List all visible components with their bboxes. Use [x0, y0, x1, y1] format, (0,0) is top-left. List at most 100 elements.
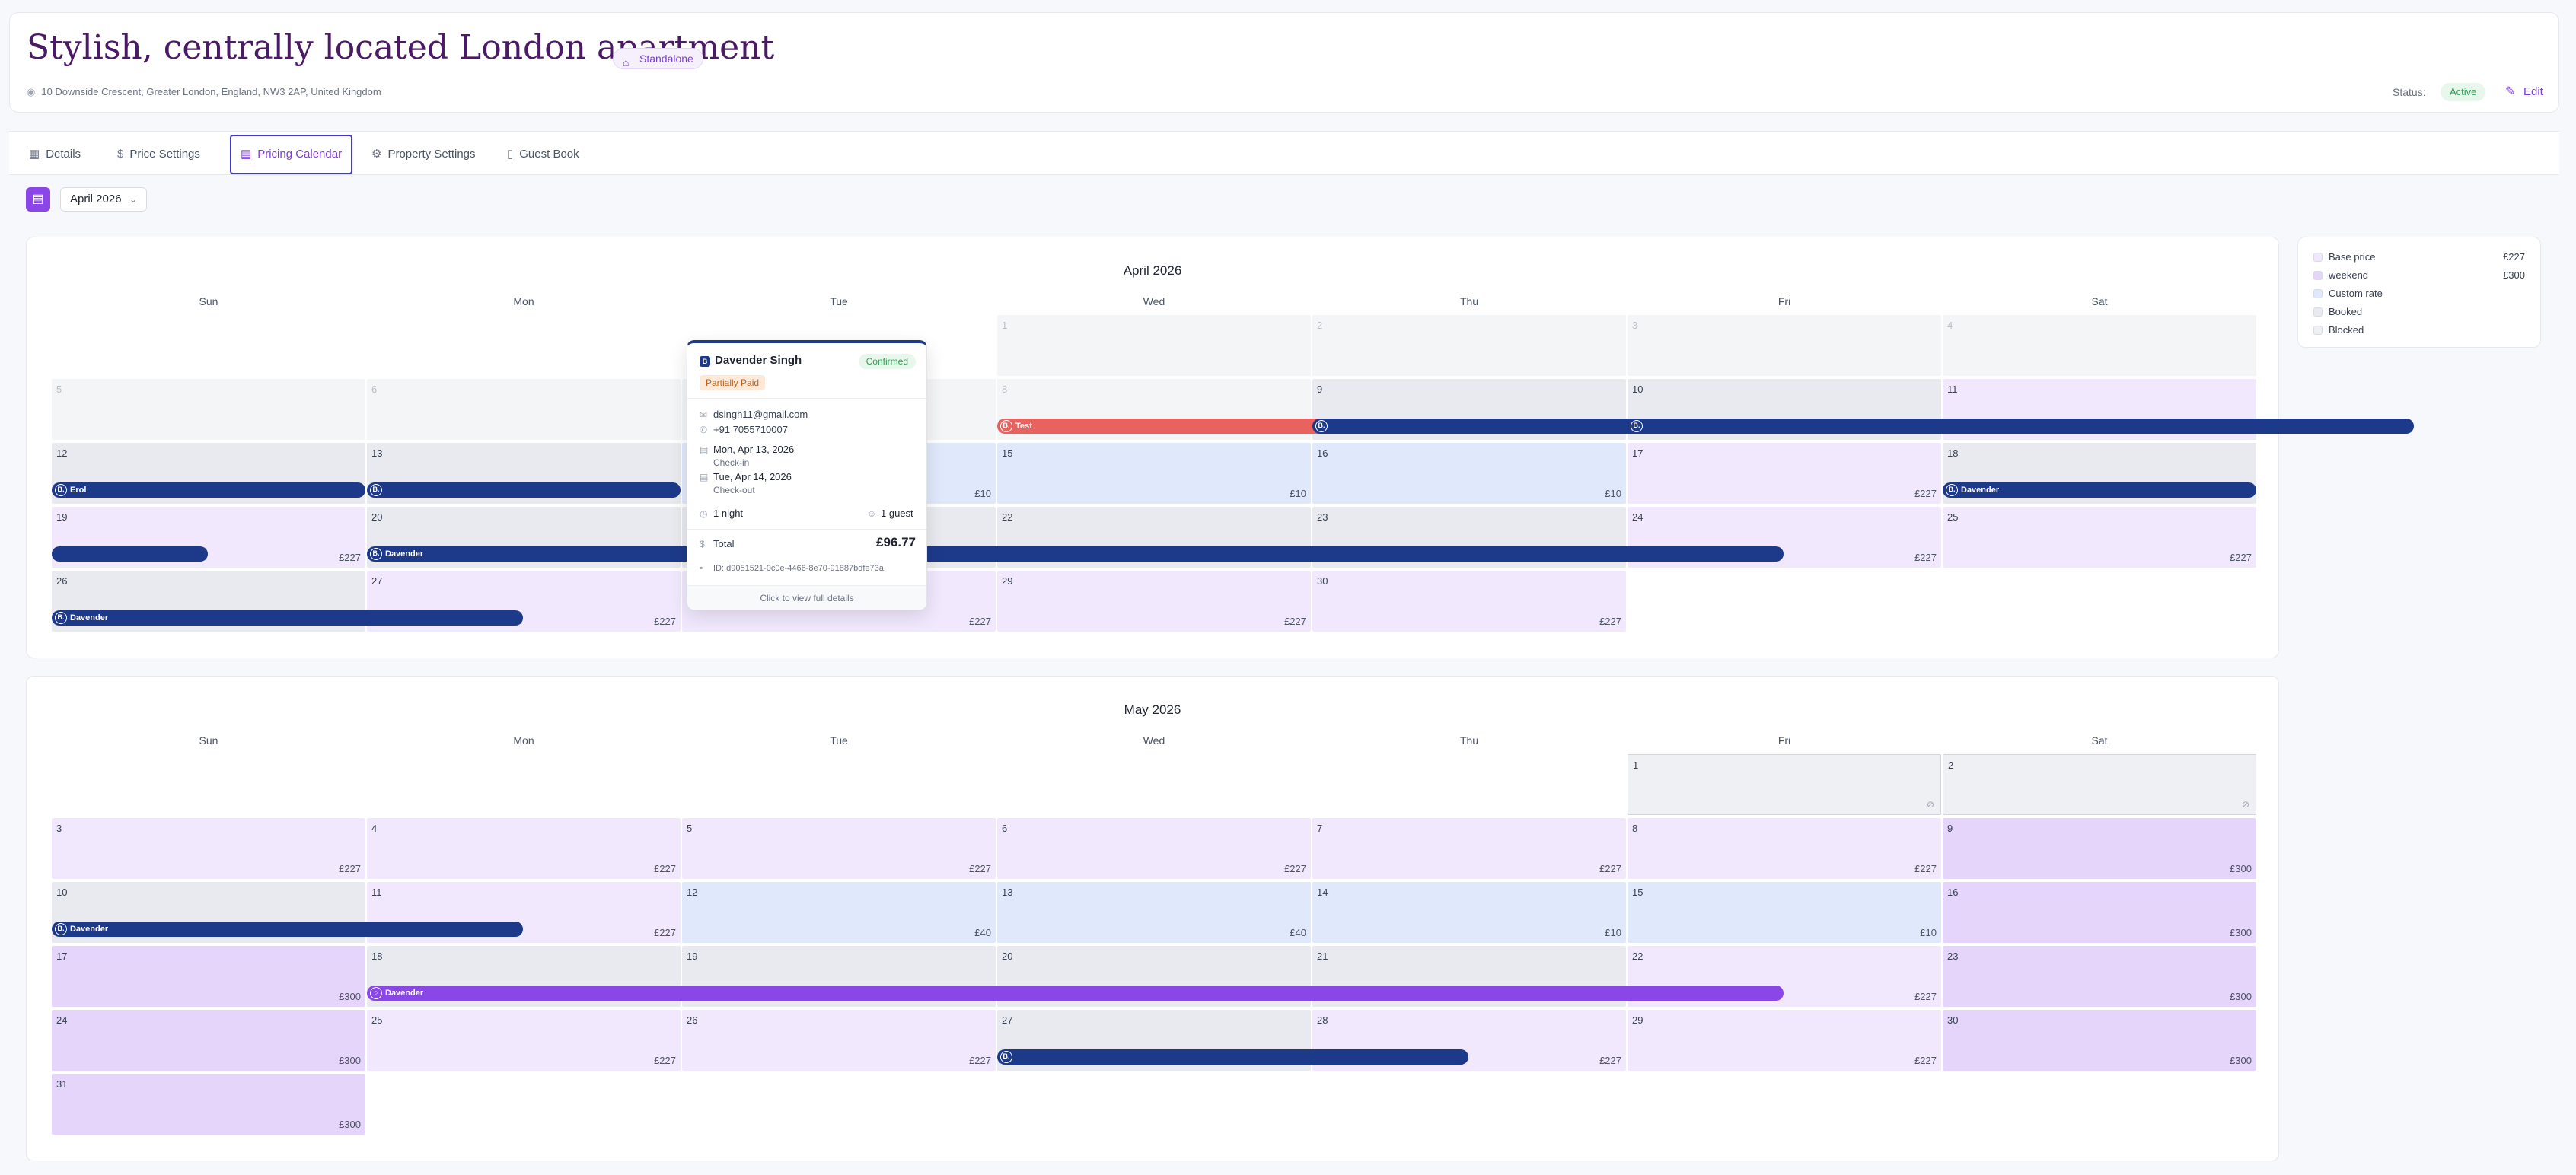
calendar-day-cell[interactable]: 1 ⊘	[1628, 754, 1941, 815]
weekday-header: Tue	[830, 295, 848, 307]
calendar-day-cell[interactable]: 3	[1628, 315, 1941, 376]
day-number: 30	[1947, 1014, 1959, 1026]
calendar-day-cell[interactable]: 15 £10	[1628, 882, 1941, 943]
calendar-day-cell[interactable]: 30 £300	[1943, 1010, 2256, 1071]
calendar-day-cell[interactable]: 1	[997, 315, 1311, 376]
edit-button-label: Edit	[2523, 85, 2543, 98]
legend-item: Custom rate	[2313, 288, 2383, 299]
calendar-day-cell[interactable]: 25 £227	[367, 1010, 681, 1071]
calendar-day-cell[interactable]: 16 £300	[1943, 882, 2256, 943]
tab-guest-book[interactable]: ▯ Guest Book	[499, 135, 587, 174]
calendar-day-cell[interactable]: 17 £227	[1628, 443, 1941, 504]
booking-bar[interactable]: B.	[1312, 419, 2414, 434]
calendar-day-cell[interactable]: 7 £227	[1312, 818, 1626, 879]
weekday-header: Thu	[1459, 295, 1479, 307]
calendar-day-cell[interactable]: 4 £227	[367, 818, 681, 879]
calendar-day-cell[interactable]: 5	[52, 379, 365, 440]
calendar-day-cell[interactable]: 31 £300	[52, 1074, 365, 1135]
day-price: £227	[654, 863, 676, 874]
calendar-day-cell[interactable]: 17 £300	[52, 946, 365, 1007]
calendar-day-cell[interactable]: 14 £10	[1312, 882, 1626, 943]
calendar-day-cell[interactable]: 6	[367, 379, 681, 440]
day-number: 28	[1317, 1014, 1328, 1026]
legend-label: Blocked	[2329, 324, 2364, 336]
booking-bar[interactable]: B. Davender	[52, 610, 523, 626]
day-price: £300	[2230, 991, 2252, 1002]
day-number: 23	[1317, 511, 1328, 523]
popup-checkout-label: Check-out	[713, 485, 755, 495]
calendar-day-cell[interactable]: 15 £10	[997, 443, 1311, 504]
booking-bar[interactable]: B. Davender	[1943, 482, 2256, 498]
calendar-day-cell[interactable]: 16 £10	[1312, 443, 1626, 504]
day-number: 13	[1002, 887, 1013, 898]
popup-divider	[687, 398, 926, 399]
booking-bar[interactable]: B. Davender	[52, 922, 523, 937]
calendar-day-cell[interactable]: 29 £227	[997, 571, 1311, 632]
day-price: £227	[1599, 1055, 1621, 1066]
calendar-day-cell[interactable]: 24 £300	[52, 1010, 365, 1071]
booking-popup[interactable]: B Davender Singh Confirmed Partially Paid…	[687, 340, 927, 610]
popup-checkout-row: ▤ Tue, Apr 14, 2026	[700, 471, 792, 482]
day-number: 22	[1002, 511, 1013, 523]
calendar-day-cell[interactable]: 30 £227	[1312, 571, 1626, 632]
day-number: 3	[1632, 320, 1638, 331]
legend-swatch	[2313, 326, 2323, 335]
day-number: 25	[1947, 511, 1959, 523]
booking-bar[interactable]: B.	[367, 482, 681, 498]
day-price: £227	[1914, 1055, 1937, 1066]
tab-details[interactable]: ▦ Details	[21, 135, 88, 174]
booking-bar[interactable]: ○ Davender	[367, 986, 1784, 1001]
booking-bar[interactable]: B.	[997, 1049, 1468, 1065]
calendar-day-cell[interactable]: 4	[1943, 315, 2256, 376]
day-number: 29	[1002, 575, 1013, 587]
day-price: £227	[1599, 616, 1621, 627]
calendar-day-cell[interactable]: 6 £227	[997, 818, 1311, 879]
booking-bar[interactable]	[52, 546, 208, 562]
calendar-day-cell[interactable]: 12 £40	[682, 882, 996, 943]
tab-price-settings[interactable]: $ Price Settings	[110, 135, 208, 174]
legend-swatch	[2313, 271, 2323, 280]
booking-bar[interactable]: B. Erol	[52, 482, 365, 498]
calendar-day-cell[interactable]: 26 £227	[682, 1010, 996, 1071]
edit-button[interactable]: ✎ Edit	[2501, 81, 2551, 103]
legend-label: Custom rate	[2329, 288, 2383, 299]
day-number: 17	[56, 951, 68, 962]
calendar-day-cell[interactable]: 13 £40	[997, 882, 1311, 943]
booking-bar-label: Test	[1015, 422, 1032, 431]
day-number: 9	[1317, 384, 1323, 395]
day-price: £227	[969, 616, 991, 627]
calendar-day-cell[interactable]: 3 £227	[52, 818, 365, 879]
calendar-day-cell[interactable]: 8 £227	[1628, 818, 1941, 879]
day-number: 15	[1632, 887, 1643, 898]
booking-source-icon: B.	[55, 484, 67, 496]
day-number: 19	[56, 511, 68, 523]
weekday-header: Wed	[1143, 295, 1165, 307]
legend-item: Booked	[2313, 306, 2362, 317]
calendar-day-cell[interactable]: 2 ⊘	[1943, 754, 2256, 815]
calendar-day-cell[interactable]: 2	[1312, 315, 1626, 376]
popup-total-value: £96.77	[876, 535, 916, 549]
tab-pricing-calendar[interactable]: ▤ Pricing Calendar	[230, 135, 353, 174]
day-number: 8	[1632, 823, 1638, 834]
popup-guests: 1 guest	[881, 508, 913, 519]
tab-property-settings[interactable]: ⚙ Property Settings	[364, 135, 483, 174]
booking-bar[interactable]: B. Davender	[367, 546, 1784, 562]
booking-logo-icon: B	[700, 356, 710, 367]
booking-bar[interactable]: B.	[1628, 419, 1721, 434]
popup-checkin-date: Mon, Apr 13, 2026	[713, 444, 795, 455]
day-price: £227	[654, 927, 676, 938]
popup-guests-row: ☺ 1 guest	[867, 508, 913, 519]
day-price: £300	[339, 1055, 361, 1066]
day-number: 15	[1002, 447, 1013, 459]
calendar-day-cell[interactable]: 25 £227	[1943, 507, 2256, 568]
calendar-day-cell[interactable]: 23 £300	[1943, 946, 2256, 1007]
popup-email: dsingh11@gmail.com	[713, 409, 808, 420]
day-price: £227	[1284, 616, 1306, 627]
calendar-day-cell[interactable]: 5 £227	[682, 818, 996, 879]
popup-view-details-link[interactable]: Click to view full details	[687, 585, 926, 610]
calendar-day-cell[interactable]: 29 £227	[1628, 1010, 1941, 1071]
booking-source-icon: B.	[370, 484, 382, 496]
calendar-toggle-button[interactable]: ▤	[26, 187, 50, 212]
month-select[interactable]: April 2026 ⌄	[60, 187, 147, 212]
calendar-day-cell[interactable]: 9 £300	[1943, 818, 2256, 879]
